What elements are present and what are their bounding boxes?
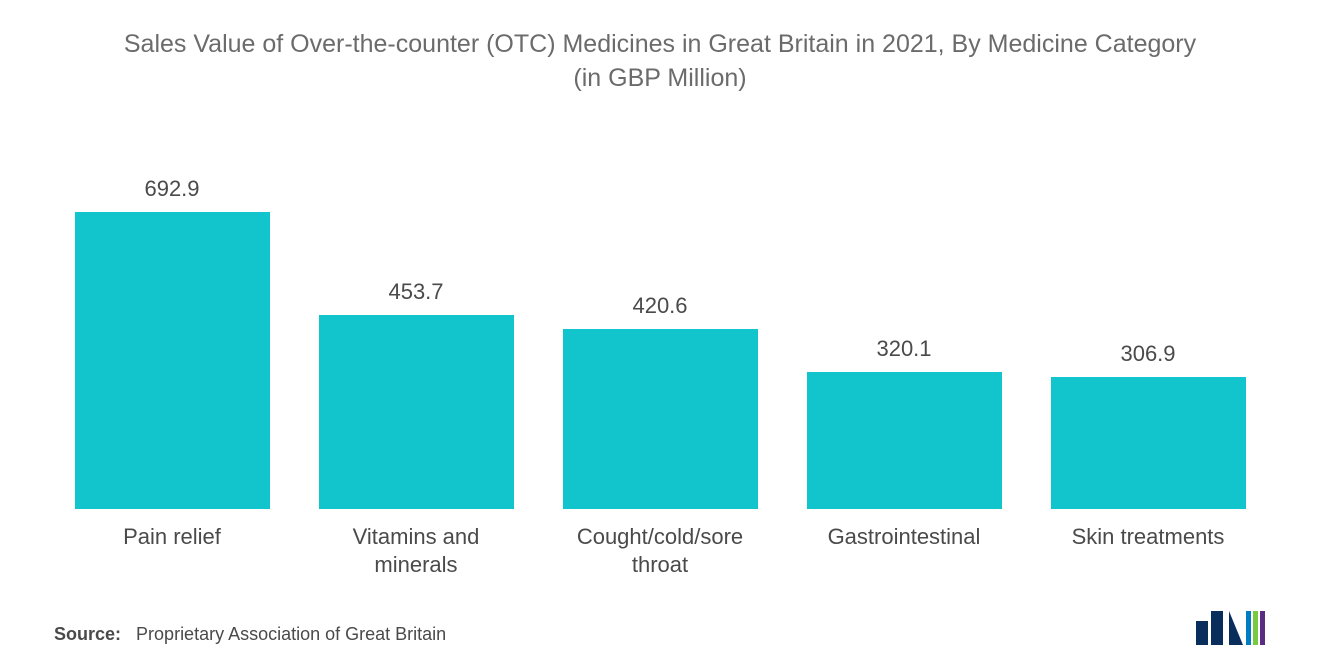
bar-value-label: 320.1	[876, 336, 931, 362]
brand-logo-icon	[1196, 611, 1266, 645]
chart-title: Sales Value of Over-the-counter (OTC) Me…	[50, 28, 1270, 106]
bar-category-label: Pain relief	[123, 523, 221, 581]
bar-category-label: Gastrointestinal	[828, 523, 981, 581]
source-line: Source: Proprietary Association of Great…	[54, 624, 446, 645]
bar-column: 453.7 Vitamins and minerals	[314, 166, 518, 582]
bar-value-label: 692.9	[144, 176, 199, 202]
bar-column: 420.6 Cought/cold/sore throat	[558, 166, 762, 582]
bar-column: 692.9 Pain relief	[70, 166, 274, 582]
bar-column: 320.1 Gastrointestinal	[802, 166, 1006, 582]
bar-rect	[1051, 377, 1246, 509]
bar-value-label: 420.6	[632, 293, 687, 319]
plot-area: 692.9 Pain relief 453.7 Vitamins and minera…	[50, 106, 1270, 582]
bar-column: 306.9 Skin treatments	[1046, 166, 1250, 582]
chart-footer: Source: Proprietary Association of Great…	[50, 581, 1270, 645]
bar-rect	[807, 372, 1002, 509]
brand-logo	[1196, 611, 1266, 645]
bar-category-label: Skin treatments	[1072, 523, 1225, 581]
bar-category-label: Cought/cold/sore throat	[558, 523, 762, 581]
source-text: Proprietary Association of Great Britain	[136, 624, 446, 644]
bar-category-label: Vitamins and minerals	[314, 523, 518, 581]
source-label: Source:	[54, 624, 121, 644]
bar-rect	[319, 315, 514, 509]
bar-value-label: 453.7	[388, 279, 443, 305]
bar-rect	[563, 329, 758, 509]
bar-rect	[75, 212, 270, 509]
chart-container: Sales Value of Over-the-counter (OTC) Me…	[0, 0, 1320, 665]
bar-value-label: 306.9	[1120, 341, 1175, 367]
